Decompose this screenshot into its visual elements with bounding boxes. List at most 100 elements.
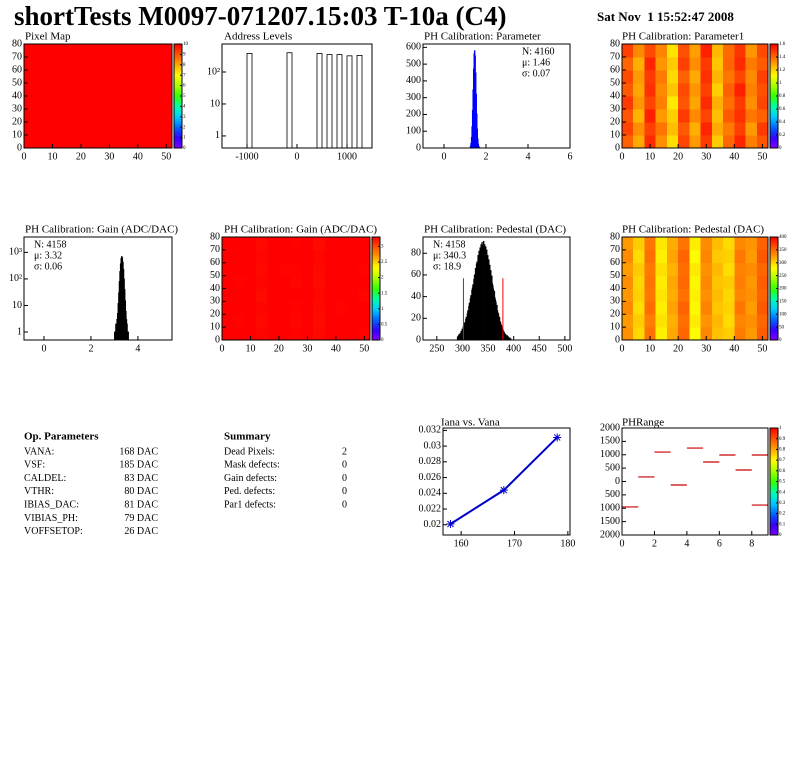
heatmap-cell [335,237,348,251]
palette-swatch [174,68,182,72]
heatmap-cell [222,249,234,264]
palette-swatch [372,307,380,310]
heatmap-cell [745,327,758,341]
palette-swatch [770,442,778,446]
heatmap-cell [689,237,701,251]
z-tick-label: 150 [779,300,787,305]
heatmap-cell [655,262,668,276]
heatmap-cell [711,135,724,149]
stats-line: N: 4158 [433,239,466,250]
palette-swatch [770,272,778,275]
heatmap-cell [267,314,280,328]
heatmap-cell [734,249,746,264]
summary-label: Par1 defects: [224,499,276,510]
heatmap-cell [723,314,735,328]
heatmap-cell [24,135,36,149]
palette-swatch [174,83,182,86]
palette-swatch [174,127,182,130]
panel-title: Pixel Map [25,31,71,43]
heatmap-cell [58,135,70,149]
heatmap-cell [58,96,70,110]
palette-swatch [770,81,778,84]
palette-swatch [770,249,778,252]
palette-swatch [372,323,380,326]
y-tick-label: 10² [9,273,22,284]
heatmap-cell [69,57,82,71]
x-tick-label: 20 [673,343,683,354]
palette-swatch [770,327,778,330]
marker [553,433,562,442]
heatmap-cell [324,262,337,276]
heatmap-cell [711,83,724,97]
heatmap-cell [633,57,645,71]
heatmap-cell [358,249,371,264]
x-tick-label: 0 [442,151,447,162]
palette-swatch [770,253,778,256]
palette-swatch [174,50,182,53]
heatmap-cell [335,288,348,302]
heatmap-cell [756,44,769,58]
heatmap-cell [745,57,758,71]
heatmap-cell [666,288,679,302]
palette-swatch [174,75,182,78]
heatmap-cell [622,135,634,149]
heatmap-cell [633,249,645,264]
heatmap-cell [301,327,314,341]
heatmap-cell [622,57,634,71]
palette-swatch [770,509,778,512]
z-tick-label: 2 [381,276,384,281]
palette-swatch [770,487,778,491]
palette-swatch [372,245,380,248]
x-tick-label: 6 [717,538,722,549]
heatmap-cell [35,57,48,71]
palette-swatch [174,93,182,97]
heatmap-cell [35,135,48,149]
y-tick-label: 1000 [600,503,620,514]
x-tick-label: 40 [729,343,739,354]
palette-swatch [770,319,778,322]
palette-swatch [770,46,778,49]
heatmap-cell [745,262,758,276]
heatmap-cell [711,275,724,289]
param-value: 168 DAC [119,446,158,457]
heatmap-cell [103,57,116,71]
palette-swatch [770,294,778,298]
heatmap-cell [301,275,314,289]
palette-swatch [770,259,778,263]
heatmap-cell [745,109,758,123]
palette-swatch [770,337,778,341]
x-tick-label: 0 [295,151,300,162]
y-tick-label: 40 [210,283,220,294]
x-tick-label: 160 [454,538,469,549]
x-tick-label: -1000 [235,151,258,162]
heatmap-cell [69,122,82,136]
heatmap-cell [756,301,769,315]
heatmap-cell [666,96,679,110]
heatmap-cell [290,288,302,302]
palette-swatch [770,131,778,134]
x-tick-label: 350 [481,343,496,354]
heatmap-cell [678,262,690,276]
y-tick-label: 1500 [600,436,620,447]
y-tick-label: 0 [215,334,220,345]
x-tick-label: 500 [557,343,572,354]
heatmap-cell [324,301,337,315]
palette-swatch [372,253,380,256]
heatmap-cell [278,301,291,315]
heatmap-cell [666,135,679,149]
z-tick-label: 0 [779,338,782,343]
x-tick-label: 0 [22,151,27,162]
heatmap-cell [103,44,116,58]
palette-swatch [174,129,182,132]
x-tick-label: 30 [701,151,711,162]
palette-swatch [770,522,778,525]
heatmap-cell [222,262,234,276]
palette-swatch [770,261,778,265]
heatmap-cell [324,275,337,289]
heatmap-cell [80,57,93,71]
heatmap-cell [126,109,139,123]
palette-swatch [770,44,778,47]
palette-swatch [770,457,778,461]
heatmap-cell [622,237,634,251]
palette-swatch [770,265,778,269]
